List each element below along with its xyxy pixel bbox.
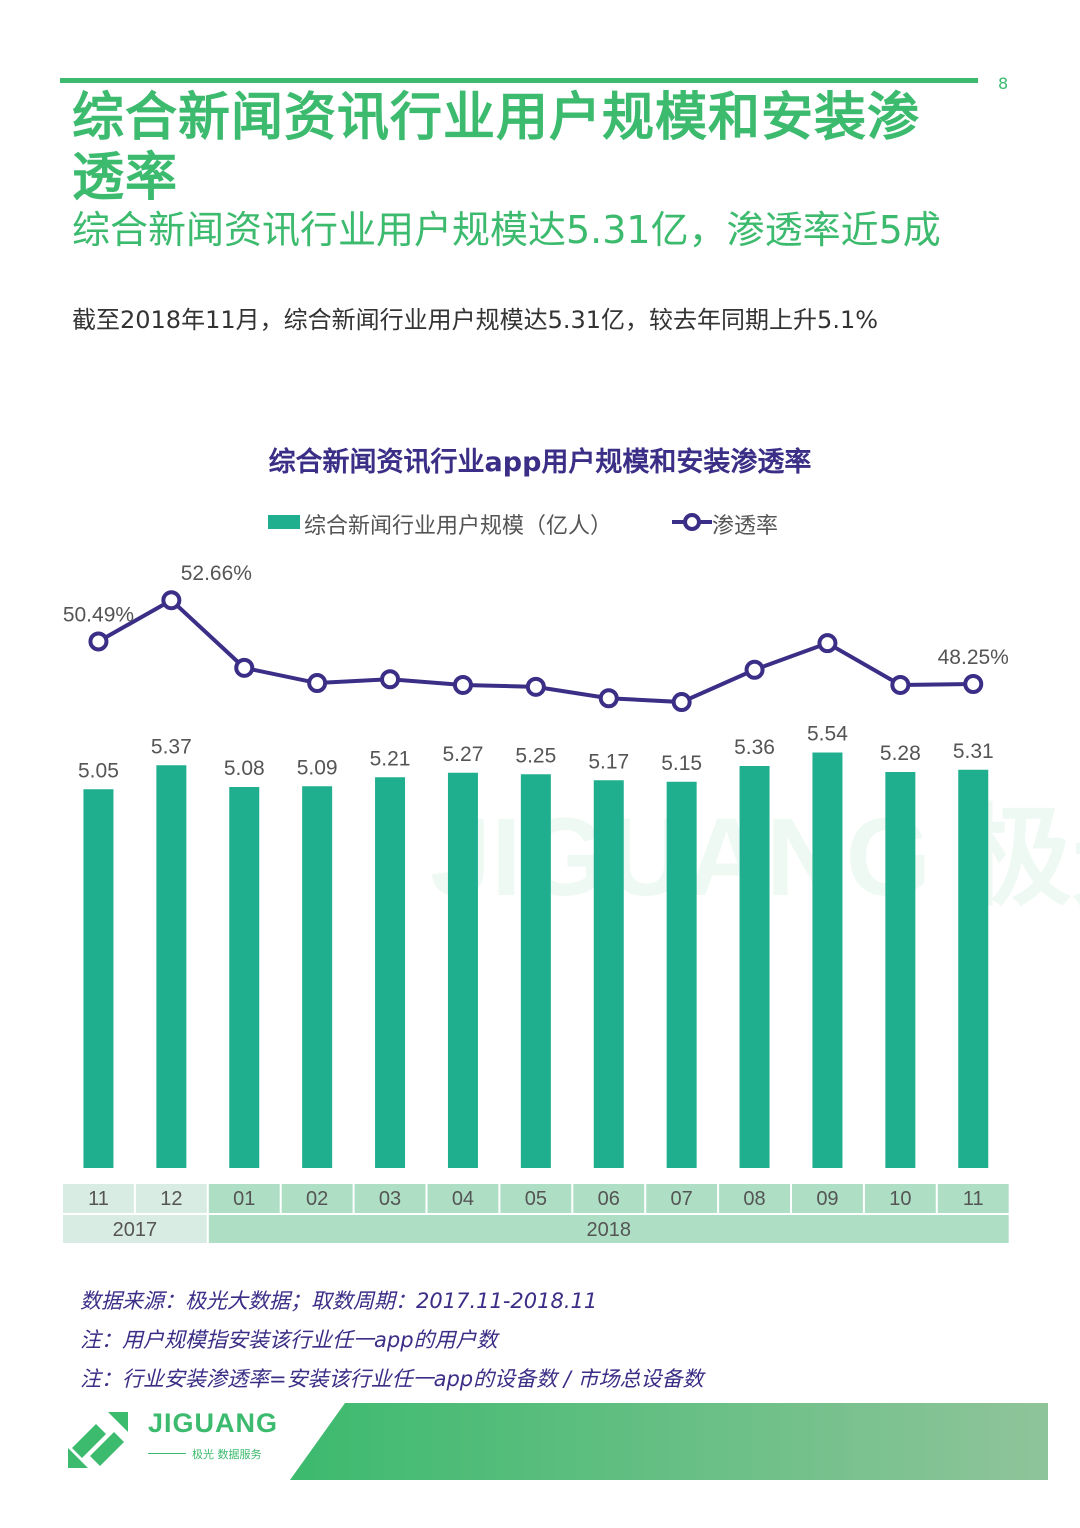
- axis-cell: [281, 1184, 353, 1213]
- penetration-label: 52.66%: [181, 562, 252, 585]
- jiguang-logo-icon: [68, 1412, 128, 1468]
- axis-cell: [63, 1184, 134, 1213]
- logo-divider: [148, 1453, 186, 1454]
- bar: [156, 765, 187, 1168]
- year-label: 2018: [587, 1219, 632, 1241]
- x-tick-label: 04: [452, 1188, 474, 1210]
- penetration-point: [744, 659, 765, 680]
- bar: [375, 777, 406, 1168]
- bar: [302, 786, 333, 1168]
- penetration-point: [380, 669, 401, 690]
- bar: [739, 766, 770, 1168]
- bar: [885, 772, 916, 1168]
- year-label: 2017: [113, 1219, 158, 1241]
- bar-value-label: 5.17: [588, 750, 629, 773]
- bar-value-label: 5.27: [443, 743, 484, 766]
- bar: [593, 780, 624, 1168]
- bar-value-label: 5.05: [78, 759, 119, 782]
- axis-cell: [208, 1184, 280, 1213]
- penetration-point: [88, 631, 109, 652]
- logo-subtext: 极光 数据服务: [192, 1448, 262, 1461]
- year-cell: [208, 1215, 1009, 1243]
- bar: [958, 769, 989, 1168]
- penetration-point: [817, 633, 838, 654]
- axis-cell: [864, 1184, 936, 1213]
- chart-legend: 综合新闻行业用户规模（亿人） 渗透率: [0, 505, 1080, 539]
- axis-cell: [646, 1184, 718, 1213]
- bar: [229, 787, 260, 1168]
- note-user-scale: 注：用户规模指安装该行业任一app的用户数: [80, 1328, 498, 1352]
- x-tick-label: 07: [671, 1188, 693, 1210]
- legend-bar-label: 综合新闻行业用户规模（亿人）: [304, 514, 613, 539]
- bar-value-label: 5.28: [880, 742, 921, 765]
- bar: [666, 781, 697, 1168]
- axis-cell: [427, 1184, 499, 1213]
- bar: [447, 772, 478, 1168]
- x-tick-label: 10: [889, 1188, 911, 1210]
- axis-cell: [135, 1184, 207, 1213]
- axis-cell: [719, 1184, 790, 1213]
- page-description: 截至2018年11月，综合新闻行业用户规模达5.31亿，较去年同期上升5.1%: [72, 306, 879, 334]
- bar: [812, 752, 843, 1168]
- x-tick-label: 06: [598, 1188, 620, 1210]
- bar-value-label: 5.15: [661, 752, 702, 775]
- penetration-point: [234, 657, 255, 678]
- bar-value-label: 5.31: [953, 740, 994, 763]
- penetration-point: [452, 674, 473, 695]
- bar-value-label: 5.25: [515, 744, 556, 767]
- page-subtitle: 综合新闻资讯行业用户规模达5.31亿，渗透率近5成: [72, 208, 941, 252]
- bar-value-label: 5.36: [734, 736, 775, 759]
- x-tick-label: 03: [379, 1188, 401, 1210]
- bar-value-label: 5.21: [370, 747, 411, 770]
- year-cell: [63, 1215, 207, 1243]
- penetration-point: [963, 674, 984, 694]
- x-tick-label: 01: [233, 1188, 255, 1210]
- axis-cell: [937, 1184, 1009, 1213]
- x-tick-label: 08: [743, 1188, 765, 1210]
- bar-value-label: 5.09: [297, 756, 338, 779]
- logo-text: JIGUANG: [148, 1408, 279, 1438]
- legend-bar-swatch: [268, 515, 300, 529]
- axis-cell: [500, 1184, 572, 1213]
- top-rule: [60, 78, 978, 83]
- bar-value-label: 5.08: [224, 757, 265, 780]
- footer-band: [290, 1403, 1048, 1480]
- note-source: 数据来源：极光大数据；取数周期：2017.11-2018.11: [80, 1289, 598, 1313]
- bar: [520, 774, 551, 1168]
- page-number: 8: [998, 74, 1009, 93]
- chart-area: JIGUANG 极光大数据5.055.375.085.095.215.275.2…: [63, 562, 1080, 1243]
- x-tick-label: 02: [306, 1188, 328, 1210]
- penetration-point: [890, 674, 911, 695]
- bar-value-label: 5.37: [151, 735, 192, 758]
- x-tick-label: 09: [816, 1188, 838, 1210]
- penetration-point: [161, 590, 182, 611]
- axis-cell: [354, 1184, 426, 1213]
- penetration-label: 50.49%: [63, 603, 134, 626]
- axis-cell: [573, 1184, 645, 1213]
- penetration-point: [525, 676, 546, 697]
- legend-line-swatch: [672, 513, 712, 531]
- notes: 数据来源：极光大数据；取数周期：2017.11-2018.11 注：用户规模指安…: [80, 1282, 704, 1399]
- x-tick-label: 05: [525, 1188, 547, 1210]
- penetration-point: [598, 688, 619, 709]
- bar-value-label: 5.54: [807, 723, 848, 746]
- axis-cell: [792, 1184, 863, 1213]
- x-tick-label: 11: [963, 1188, 984, 1210]
- note-penetration: 注：行业安装渗透率=安装该行业任一app的设备数 / 市场总设备数: [80, 1367, 704, 1391]
- x-tick-label: 12: [160, 1188, 182, 1210]
- penetration-point: [307, 673, 328, 694]
- page-title: 综合新闻资讯行业用户规模和安装渗透率: [72, 88, 921, 208]
- penetration-point: [671, 692, 692, 713]
- x-tick-label: 11: [88, 1188, 109, 1210]
- bar: [83, 789, 114, 1168]
- legend-line-label: 渗透率: [712, 514, 779, 539]
- chart-title: 综合新闻资讯行业app用户规模和安装渗透率: [268, 447, 812, 478]
- penetration-label: 48.25%: [938, 646, 1009, 669]
